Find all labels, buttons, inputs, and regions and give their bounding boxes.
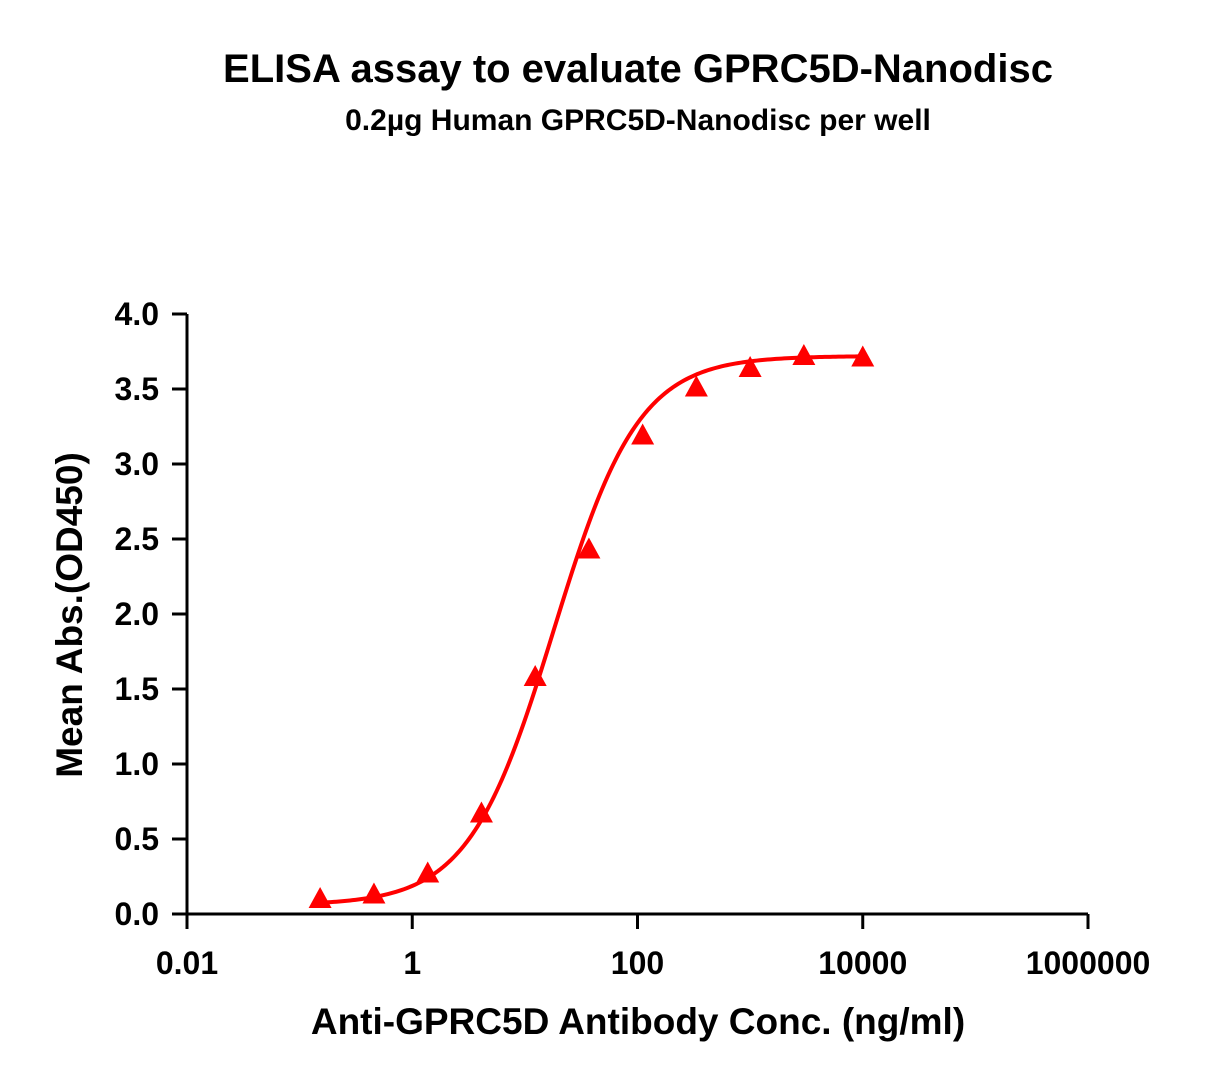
data-point [523, 665, 547, 686]
y-axis-ticks: 0.0 0.5 1.0 1.5 2.0 2.5 3.0 3.5 4.0 [115, 296, 187, 932]
y-axis-label: Mean Abs.(OD450) [49, 452, 90, 778]
y-tick-label: 1.5 [115, 671, 159, 707]
y-tick-label: 2.0 [115, 596, 159, 632]
y-tick-label: 0.5 [115, 821, 159, 857]
data-point [362, 882, 386, 904]
x-tick-label: 1000000 [1026, 945, 1151, 981]
y-tick-label: 4.0 [115, 296, 159, 332]
chart-subtitle: 0.2µg Human GPRC5D-Nanodisc per well [345, 104, 931, 137]
data-point [631, 423, 655, 445]
y-tick-label: 2.5 [115, 521, 159, 557]
x-axis-label: Anti-GPRC5D Antibody Conc. (ng/ml) [311, 1001, 965, 1042]
y-tick-label: 0.0 [115, 896, 159, 932]
data-point [469, 801, 493, 823]
fit-layer [320, 354, 863, 905]
x-tick-label: 100 [611, 945, 664, 981]
axes [185, 314, 1088, 916]
x-axis-ticks: 0.01 1 100 10000 1000000 [156, 914, 1150, 981]
x-tick-label: 1 [403, 945, 421, 981]
y-tick-label: 3.0 [115, 446, 159, 482]
data-point [308, 887, 332, 908]
x-tick-label: 10000 [818, 945, 907, 981]
y-tick-label: 3.5 [115, 371, 159, 407]
data-point [792, 344, 816, 365]
data-point [684, 375, 708, 397]
chart-title: ELISA assay to evaluate GPRC5D-Nanodisc [223, 47, 1053, 91]
y-tick-label: 1.0 [115, 746, 159, 782]
data-point [738, 356, 762, 377]
data-point [851, 345, 875, 367]
data-points [308, 344, 875, 908]
x-tick-label: 0.01 [156, 945, 218, 981]
data-point [577, 537, 601, 559]
data-point [416, 861, 440, 883]
fit-curve [320, 354, 863, 905]
